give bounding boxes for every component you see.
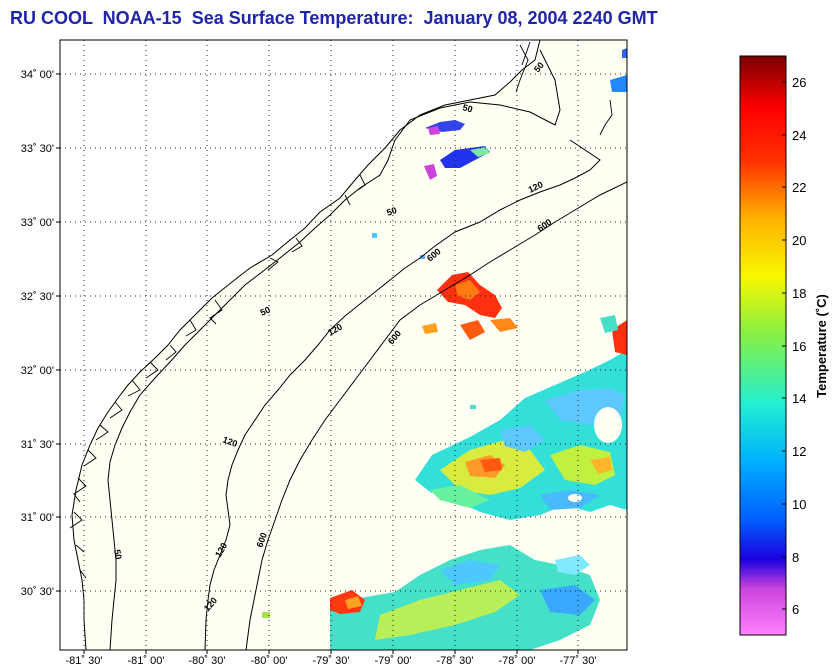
lat-label: 32˚ 30' (21, 291, 54, 303)
isobath-label: 50 (112, 549, 124, 561)
colorbar-tick-label: 10 (792, 497, 806, 512)
sst-patches (262, 48, 627, 650)
colorbar-tick-label: 18 (792, 286, 806, 301)
colorbar-ticks (782, 81, 786, 610)
isobath-label: 50 (461, 102, 473, 114)
colorbar-tick-label: 20 (792, 233, 806, 248)
lon-label: -78˚ 30' (437, 655, 474, 667)
colorbar-tick-label: 14 (792, 391, 806, 406)
map-frame (59, 39, 628, 651)
lon-label: -78˚ 00' (499, 655, 536, 667)
lat-label: 32˚ 00' (21, 365, 54, 377)
longitude-labels: -81˚ 30' -81˚ 00' -80˚ 30' -80˚ 00' -79˚… (66, 655, 597, 667)
lon-label: -77˚ 30' (560, 655, 597, 667)
isobath-label: 120 (221, 434, 239, 449)
colorbar-tick-label: 22 (792, 180, 806, 195)
colorbar-axis-label: Temperature (˚C) (814, 294, 829, 398)
isobath-600 (245, 181, 627, 650)
colorbar-tick-label: 8 (792, 550, 799, 565)
lon-label: -80˚ 30' (189, 655, 226, 667)
latitude-labels: 34˚ 00' 33˚ 30' 33˚ 00' 32˚ 30' 32˚ 00' … (21, 69, 54, 598)
colorbar-tick-label: 16 (792, 339, 806, 354)
isobath-label: 600 (254, 531, 269, 549)
isobath-label: 50 (532, 60, 546, 74)
lat-label: 33˚ 00' (21, 217, 54, 229)
lat-label: 31˚ 00' (21, 512, 54, 524)
land-area (60, 40, 540, 650)
page-title: RU COOL NOAA-15 Sea Surface Temperature:… (10, 8, 658, 28)
tick-marks (56, 73, 579, 654)
lon-label: -79˚ 00' (375, 655, 412, 667)
isobath-120 (204, 139, 601, 650)
colorbar (739, 55, 787, 636)
lat-label: 34˚ 00' (21, 69, 54, 81)
lon-label: -81˚ 30' (66, 655, 103, 667)
colorbar-tick-label: 24 (792, 128, 806, 143)
lon-label: -80˚ 00' (251, 655, 288, 667)
lat-label: 30˚ 30' (21, 586, 54, 598)
coastline (71, 40, 541, 650)
isobath-label: 50 (385, 205, 398, 218)
isobath-label: 50 (259, 305, 272, 318)
graticule (60, 40, 627, 650)
lat-label: 33˚ 30' (21, 143, 54, 155)
lat-label: 31˚ 30' (21, 439, 54, 451)
colorbar-tick-label: 26 (792, 75, 806, 90)
colorbar-tick-label: 6 (792, 602, 799, 617)
coastal-islands (69, 41, 613, 579)
colorbar-labels: 26 24 22 20 18 16 14 12 10 8 6 (792, 75, 806, 617)
lon-label: -79˚ 30' (313, 655, 350, 667)
lon-label: -81˚ 00' (128, 655, 165, 667)
colorbar-tick-label: 12 (792, 444, 806, 459)
